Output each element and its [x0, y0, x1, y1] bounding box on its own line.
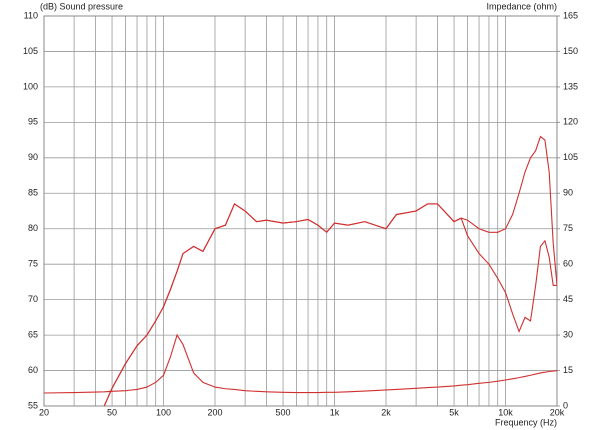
- plot-frame: [43, 15, 558, 407]
- y2-tick-label: 60: [563, 259, 573, 269]
- y-tick-label: 90: [28, 152, 38, 162]
- y-tick-label: 70: [28, 294, 38, 304]
- x-tick-label: 20k: [550, 407, 565, 417]
- y2-tick-label: 150: [563, 46, 578, 56]
- y2-tick-label: 105: [563, 152, 578, 162]
- y-tick-label: 95: [28, 117, 38, 127]
- y2-tick-label: 75: [563, 223, 573, 233]
- y2-tick-label: 45: [563, 294, 573, 304]
- x-tick-label: 50: [107, 407, 117, 417]
- x-tick-label: 500: [276, 407, 291, 417]
- y2-tick-label: 0: [563, 400, 568, 410]
- left-axis-title: (dB) Sound pressure: [40, 1, 123, 11]
- x-tick-label: 100: [156, 407, 171, 417]
- y2-tick-label: 120: [563, 117, 578, 127]
- y-tick-label: 100: [23, 81, 38, 91]
- x-tick-label: 200: [207, 407, 222, 417]
- y-tick-label: 85: [28, 188, 38, 198]
- y2-tick-label: 15: [563, 365, 573, 375]
- y-tick-label: 80: [28, 223, 38, 233]
- y-tick-label: 110: [24, 10, 38, 20]
- y-tick-label: 75: [28, 259, 38, 269]
- y-tick-label: 60: [28, 365, 38, 375]
- y-tick-label: 105: [23, 46, 38, 56]
- y-tick-label: 65: [28, 329, 38, 339]
- y2-tick-label: 30: [563, 329, 573, 339]
- y2-tick-label: 165: [563, 10, 578, 20]
- x-tick-label: 10k: [498, 407, 513, 417]
- data-line: [103, 203, 557, 406]
- right-axis-title: Impedance (ohm): [486, 1, 557, 11]
- x-tick-label: 5k: [449, 407, 459, 417]
- x-tick-label: 2k: [381, 407, 391, 417]
- y-tick-label: 55: [28, 400, 38, 410]
- plot-area: [44, 135, 557, 406]
- y2-tick-label: 90: [563, 188, 573, 198]
- data-line: [44, 333, 557, 394]
- x-tick-label: 1k: [330, 407, 340, 417]
- x-tick-label: 20: [39, 407, 49, 417]
- y2-tick-label: 135: [563, 81, 578, 91]
- x-axis-title: Frequency (Hz): [495, 417, 557, 427]
